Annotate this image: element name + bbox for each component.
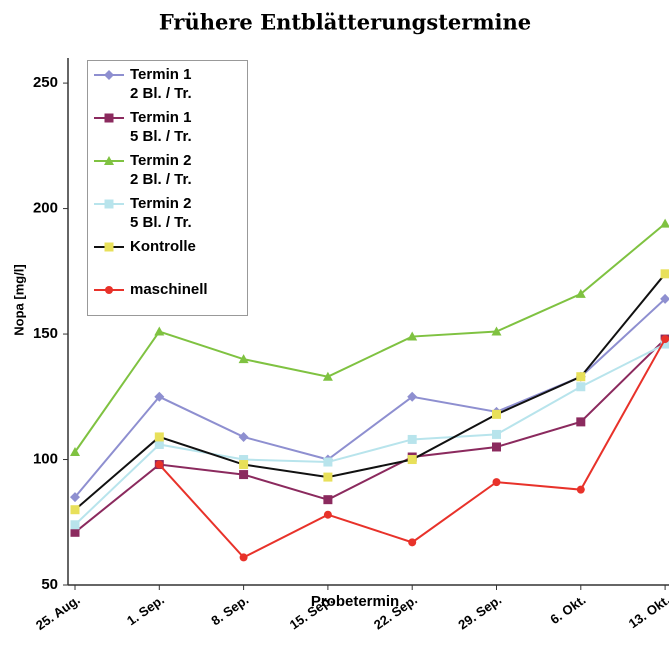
y-tick-label: 150 xyxy=(33,325,58,342)
marker xyxy=(104,156,114,165)
marker xyxy=(576,372,586,382)
series-line xyxy=(74,273,666,511)
legend-label: maschinell xyxy=(130,281,208,298)
marker xyxy=(104,242,114,252)
legend-entry: Termin 1 5 Bl. / Tr. xyxy=(88,108,247,151)
legend-swatch xyxy=(94,70,124,80)
legend-entry: Termin 1 2 Bl. / Tr. xyxy=(88,65,247,108)
y-tick-label: 50 xyxy=(41,576,58,593)
marker xyxy=(104,113,114,123)
marker xyxy=(407,331,418,341)
marker xyxy=(238,431,249,442)
marker xyxy=(492,429,501,439)
y-axis-label: Nopa [mg/l] xyxy=(11,264,26,336)
marker xyxy=(660,293,669,304)
legend-swatch xyxy=(94,242,124,252)
marker xyxy=(239,460,249,470)
marker xyxy=(104,199,114,209)
marker xyxy=(575,288,586,298)
y-tick-label: 250 xyxy=(33,74,58,91)
series-line xyxy=(158,338,666,559)
marker xyxy=(323,457,333,467)
marker xyxy=(70,520,80,530)
x-tick-label: 1. Sep. xyxy=(124,592,167,628)
marker xyxy=(491,326,502,336)
x-tick-label: 13. Okt. xyxy=(626,592,669,631)
y-tick-label: 100 xyxy=(33,450,58,467)
marker xyxy=(408,538,417,547)
legend-swatch xyxy=(94,156,124,165)
marker xyxy=(660,269,669,279)
legend-entry: maschinell xyxy=(88,280,247,323)
legend-swatch xyxy=(94,113,124,123)
x-tick-label: 8. Sep. xyxy=(208,592,251,628)
legend-entry: Termin 2 2 Bl. / Tr. xyxy=(88,151,247,194)
marker xyxy=(323,510,332,519)
marker xyxy=(238,354,249,364)
legend-entry: Termin 2 5 Bl. / Tr. xyxy=(88,194,247,237)
y-tick-label: 200 xyxy=(33,200,58,217)
legend-label: Kontrolle xyxy=(130,238,196,255)
legend-swatch xyxy=(94,286,124,294)
marker xyxy=(660,218,669,228)
marker xyxy=(70,492,80,503)
x-tick-label: 29. Sep. xyxy=(455,592,504,632)
marker xyxy=(154,432,164,442)
marker xyxy=(239,553,248,562)
legend-label: Termin 2 2 Bl. / Tr. xyxy=(130,152,192,188)
marker xyxy=(576,417,586,427)
marker xyxy=(492,409,501,419)
marker xyxy=(154,326,165,336)
legend-entry: Kontrolle xyxy=(88,237,247,280)
legend-label: Termin 2 5 Bl. / Tr. xyxy=(130,195,192,231)
legend: Termin 1 2 Bl. / Tr. Termin 1 5 Bl. / Tr.… xyxy=(87,60,248,316)
marker xyxy=(661,335,669,344)
marker xyxy=(154,391,165,402)
marker xyxy=(104,70,114,80)
series-line xyxy=(74,343,666,526)
marker xyxy=(155,460,164,469)
marker xyxy=(323,472,333,482)
marker xyxy=(70,446,80,456)
legend-label: Termin 1 5 Bl. / Tr. xyxy=(130,109,192,145)
marker xyxy=(323,495,333,505)
legend-label: Termin 1 2 Bl. / Tr. xyxy=(130,66,192,102)
marker xyxy=(239,455,249,465)
marker xyxy=(492,478,501,487)
x-axis-label: Probetermin xyxy=(311,593,399,610)
series-line xyxy=(74,222,666,453)
x-tick-label: 6. Okt. xyxy=(547,592,588,627)
chart-title: Frühere Entblätterungstermine xyxy=(159,10,531,35)
x-tick-label: 25. Aug. xyxy=(33,592,83,633)
marker xyxy=(576,382,586,392)
marker xyxy=(239,470,249,480)
marker xyxy=(492,442,501,452)
marker xyxy=(322,371,333,381)
marker xyxy=(70,527,80,537)
marker xyxy=(70,505,80,515)
marker xyxy=(105,286,113,294)
series-line xyxy=(74,338,666,534)
marker xyxy=(660,339,669,349)
marker xyxy=(576,485,585,494)
marker xyxy=(407,434,417,444)
marker xyxy=(154,439,164,449)
legend-swatch xyxy=(94,199,124,209)
marker xyxy=(407,391,418,402)
marker xyxy=(407,455,417,465)
